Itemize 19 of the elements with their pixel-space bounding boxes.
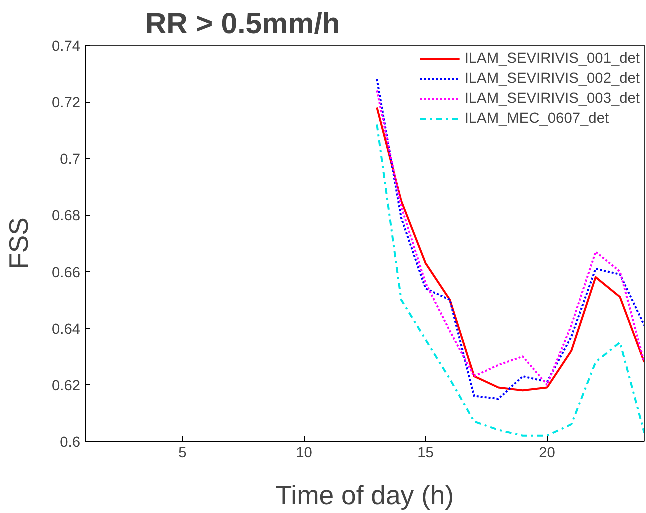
y-tick-label: 0.68 <box>52 208 81 225</box>
y-tick-label: 0.74 <box>52 39 81 55</box>
legend-label: ILAM_MEC_0607_det <box>464 111 610 127</box>
x-tick-label: 10 <box>296 446 312 462</box>
legend-label: ILAM_SEVIRIVIS_003_det <box>464 91 640 107</box>
legend-label: ILAM_SEVIRIVIS_001_det <box>464 51 640 67</box>
x-tick-label: 20 <box>539 446 556 462</box>
y-tick-label: 0.7 <box>60 152 80 168</box>
y-tick-label: 0.66 <box>52 265 81 282</box>
legend-label: ILAM_SEVIRIVIS_002_det <box>464 71 640 87</box>
x-axis-title: Time of day (h) <box>276 480 454 510</box>
y-tick-label: 0.6 <box>60 435 80 451</box>
x-tick-label: 15 <box>418 446 434 462</box>
x-tick-label: 5 <box>178 446 187 462</box>
y-tick-label: 0.62 <box>52 378 81 394</box>
y-axis-title: FSS <box>4 218 34 270</box>
chart-title: RR > 0.5mm/h <box>146 8 340 40</box>
y-tick-label: 0.72 <box>52 96 81 112</box>
y-tick-label: 0.64 <box>52 322 81 338</box>
